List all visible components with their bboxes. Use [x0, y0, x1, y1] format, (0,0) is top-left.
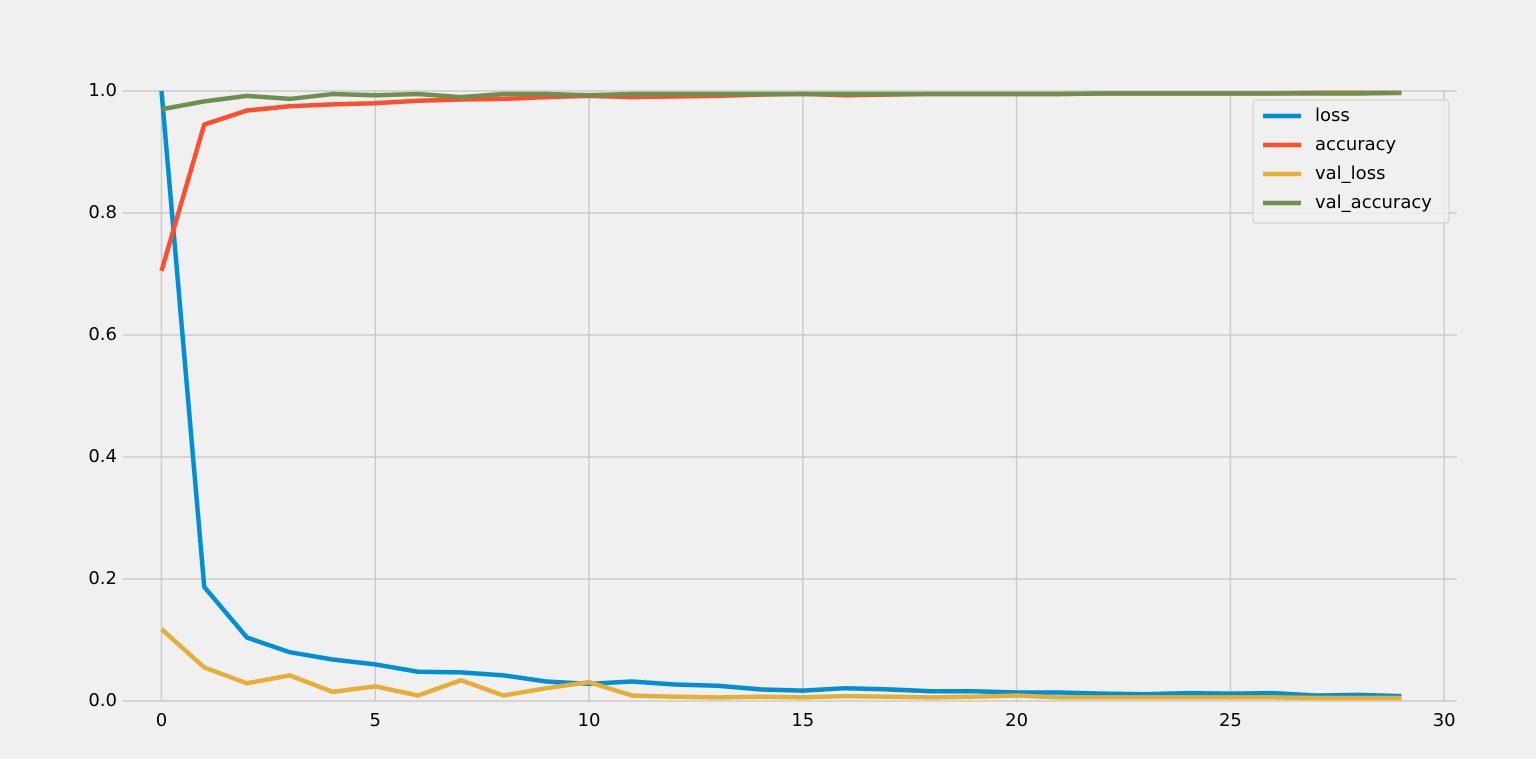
legend-label-loss: loss	[1315, 105, 1350, 126]
y-tick-label: 0.6	[88, 324, 117, 345]
legend-label-accuracy: accuracy	[1315, 134, 1397, 155]
series-line-accuracy	[159, 90, 1402, 272]
y-tick-label: 0.2	[88, 568, 117, 589]
y-tick-label: 0.4	[88, 446, 117, 467]
tick-labels: 0 5 10 15 20 25 30 0.0 0.2 0.4 0.6 0.8 1.0	[88, 80, 1455, 731]
x-tick-label: 20	[1005, 710, 1028, 731]
y-tick-label: 1.0	[88, 80, 117, 101]
x-tick-label: 0	[156, 710, 167, 731]
x-tick-label: 10	[578, 710, 601, 731]
y-tick-label: 0.0	[88, 690, 117, 711]
series-line-val-loss	[159, 627, 1402, 701]
legend-label-val-accuracy: val_accuracy	[1315, 192, 1432, 213]
legend-label-val-loss: val_loss	[1315, 163, 1385, 184]
legend-box	[1252, 99, 1450, 224]
series-line-val-accuracy	[161, 90, 1402, 112]
x-tick-label: 30	[1433, 710, 1456, 731]
legend: loss accuracy val_loss val_accuracy	[1252, 99, 1450, 224]
series-layer	[159, 90, 1402, 701]
series-line-loss	[159, 90, 1402, 699]
x-tick-label: 15	[791, 710, 814, 731]
x-tick-label: 25	[1219, 710, 1242, 731]
x-tick-label: 5	[370, 710, 381, 731]
y-tick-label: 0.8	[88, 202, 117, 223]
grid-layer	[123, 90, 1457, 702]
